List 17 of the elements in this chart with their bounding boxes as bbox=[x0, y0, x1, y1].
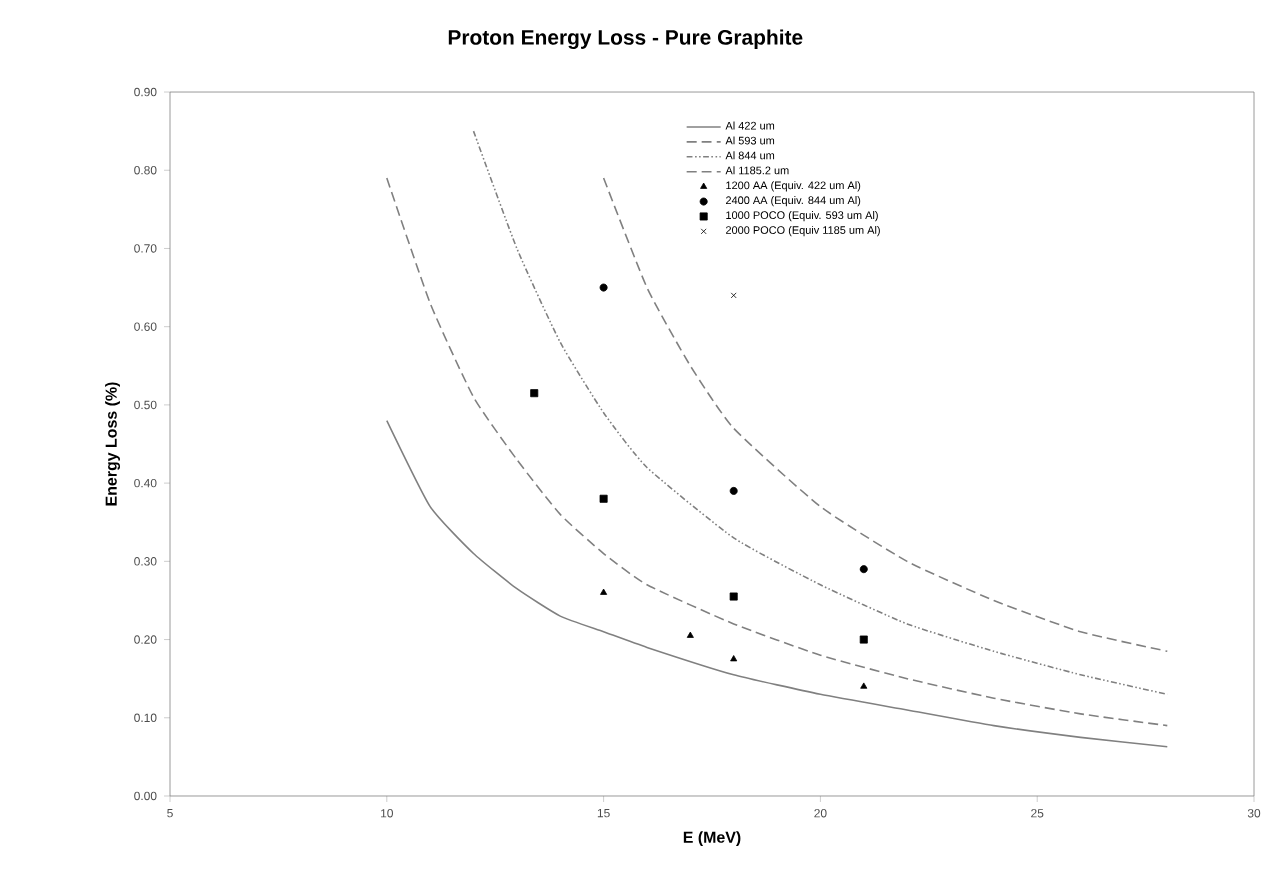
point bbox=[730, 292, 737, 299]
point bbox=[530, 389, 539, 398]
line-series bbox=[472, 130, 1169, 696]
point bbox=[600, 588, 608, 595]
point bbox=[599, 494, 608, 503]
point bbox=[729, 592, 738, 601]
point bbox=[729, 486, 738, 495]
line-series bbox=[602, 177, 1169, 653]
point bbox=[730, 655, 738, 662]
point bbox=[860, 682, 868, 689]
point bbox=[859, 565, 868, 574]
chart-title: Proton Energy Loss - Pure Graphite bbox=[448, 29, 803, 50]
line-series bbox=[386, 419, 1169, 748]
point bbox=[599, 283, 608, 292]
point bbox=[686, 631, 694, 638]
line-series bbox=[386, 177, 1169, 727]
point bbox=[859, 635, 868, 644]
